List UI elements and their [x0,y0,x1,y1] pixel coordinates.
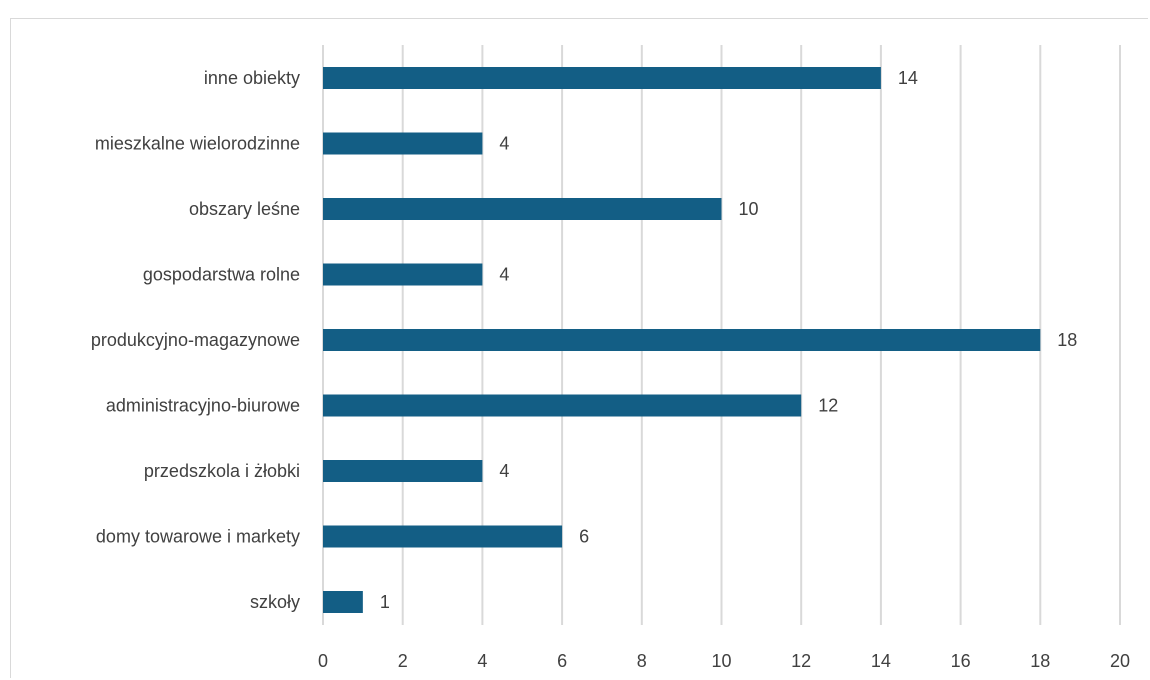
data-label: 10 [739,199,759,219]
chart-frame [10,18,1148,678]
bar [323,329,1041,351]
x-tick-label: 6 [557,651,567,671]
category-label: administracyjno-biurowe [106,396,300,416]
data-label: 14 [898,68,918,88]
bars [323,67,1041,613]
data-label: 18 [1057,330,1077,350]
category-label: inne obiekty [204,68,300,88]
data-label: 4 [499,134,509,154]
category-labels: inne obiekty mieszkalne wielorodzinne obsz… [91,68,300,612]
data-label: 1 [380,592,390,612]
bar [323,67,881,89]
category-label: gospodarstwa rolne [143,265,300,285]
x-axis-tick-labels: 0 2 4 6 8 10 12 14 16 18 20 [318,651,1130,671]
bar [323,132,483,155]
data-label: 6 [579,527,589,547]
x-tick-label: 16 [951,651,971,671]
x-tick-label: 14 [871,651,891,671]
x-tick-label: 0 [318,651,328,671]
category-label: obszary leśne [189,199,300,219]
bar [323,591,363,613]
bar [323,460,483,482]
x-tick-label: 4 [477,651,487,671]
bar [323,263,483,286]
category-label: domy towarowe i markety [96,527,300,547]
category-label: produkcyjno-magazynowe [91,330,300,350]
category-label: przedszkola i żłobki [144,461,300,481]
bar [323,198,722,220]
x-tick-label: 20 [1110,651,1130,671]
bar [323,394,802,417]
data-label: 4 [499,265,509,285]
bar [323,525,563,548]
data-label: 4 [499,461,509,481]
category-label: szkoły [250,592,300,612]
x-tick-label: 18 [1030,651,1050,671]
data-labels: 14 4 10 4 18 12 4 6 1 [380,68,1077,612]
x-tick-label: 12 [791,651,811,671]
category-label: mieszkalne wielorodzinne [95,134,300,154]
x-tick-label: 8 [637,651,647,671]
x-tick-label: 10 [711,651,731,671]
data-label: 12 [818,396,838,416]
x-tick-label: 2 [398,651,408,671]
